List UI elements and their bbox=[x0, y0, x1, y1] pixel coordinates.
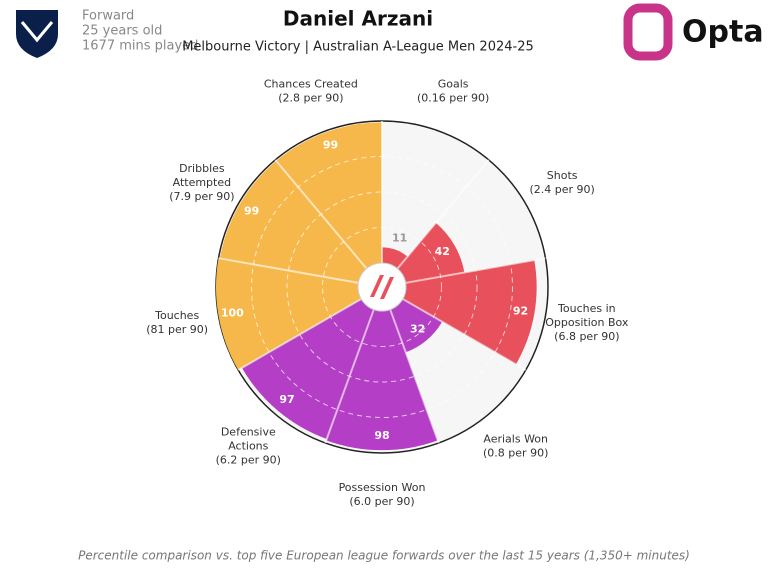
category-label: Possession Won bbox=[339, 481, 426, 494]
category-label: Dribbles bbox=[179, 162, 225, 175]
slice-divider bbox=[405, 257, 546, 284]
per90-label: (6.8 per 90) bbox=[554, 330, 619, 343]
team-logo bbox=[16, 10, 58, 58]
category-label: Touches bbox=[154, 309, 199, 322]
per90-label: (7.9 per 90) bbox=[169, 190, 234, 203]
value-label: 100 bbox=[221, 306, 244, 319]
slice bbox=[215, 258, 362, 370]
slice bbox=[326, 309, 438, 451]
per90-label: (0.8 per 90) bbox=[483, 446, 548, 459]
slice-divider bbox=[396, 159, 490, 270]
category-label: Aerials Won bbox=[483, 432, 548, 445]
category-label: Chances Created bbox=[264, 78, 358, 91]
category-label: Opposition Box bbox=[545, 316, 629, 329]
player-position: Forward bbox=[82, 9, 134, 24]
brand-logo bbox=[623, 3, 673, 61]
slice-divider bbox=[274, 159, 368, 270]
value-label: 92 bbox=[513, 304, 528, 317]
slice-divider bbox=[237, 298, 362, 371]
category-label: Defensive bbox=[221, 425, 276, 438]
chart-subtitle: Melbourne Victory | Australian A-League … bbox=[182, 40, 534, 55]
slice-divider bbox=[389, 309, 440, 444]
player-minutes: 1677 mins played bbox=[82, 39, 198, 54]
brand-name: Opta bbox=[682, 15, 764, 50]
category-label: Attempted bbox=[173, 176, 232, 189]
per90-label: (81 per 90) bbox=[146, 323, 208, 336]
value-label: 99 bbox=[323, 139, 338, 152]
chart-title: Daniel Arzani bbox=[283, 7, 433, 31]
center-hub bbox=[357, 262, 407, 312]
value-label: 32 bbox=[410, 322, 425, 335]
slice bbox=[402, 260, 537, 365]
category-label: Goals bbox=[438, 78, 469, 91]
slice bbox=[241, 299, 374, 439]
grid-ring bbox=[286, 191, 478, 383]
value-label: 42 bbox=[435, 245, 450, 258]
value-label: 99 bbox=[244, 205, 259, 218]
value-label: 11 bbox=[392, 231, 407, 244]
per90-label: (0.16 per 90) bbox=[417, 92, 489, 105]
slice-divider bbox=[402, 298, 527, 371]
center-icon bbox=[370, 275, 394, 299]
per90-label: (6.0 per 90) bbox=[349, 495, 414, 508]
slice-divider bbox=[324, 309, 375, 444]
per90-label: (2.8 per 90) bbox=[278, 92, 343, 105]
slice-divider bbox=[218, 257, 359, 284]
category-label: Touches in bbox=[557, 302, 616, 315]
category-label: Shots bbox=[547, 169, 578, 182]
per90-label: (2.4 per 90) bbox=[529, 183, 594, 196]
per90-label: (6.2 per 90) bbox=[216, 453, 281, 466]
category-label: Actions bbox=[228, 439, 268, 452]
slice bbox=[390, 299, 443, 353]
footnote: Percentile comparison vs. top five Europ… bbox=[78, 549, 690, 563]
value-label: 98 bbox=[374, 429, 389, 442]
value-label: 97 bbox=[279, 393, 294, 406]
player-age: 25 years old bbox=[82, 24, 162, 39]
